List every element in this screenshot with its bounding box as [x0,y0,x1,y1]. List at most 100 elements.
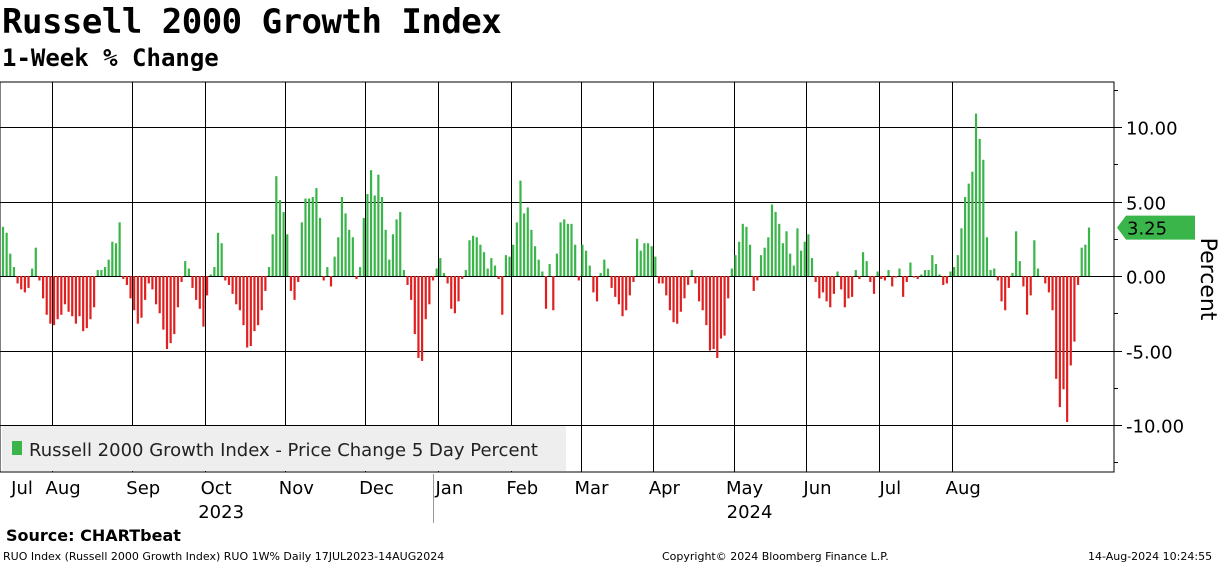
bar [504,255,508,276]
bar [508,256,511,276]
bar [683,276,686,299]
bar [515,222,518,276]
bar [264,276,267,291]
bar [810,258,814,276]
bar [457,276,460,302]
bar [1040,276,1043,277]
bar [523,213,526,276]
bar [257,276,260,326]
bar [745,226,748,276]
bar [887,270,890,276]
bar [333,256,336,276]
bar [162,276,165,330]
bar [344,213,347,276]
bar [996,276,999,281]
bar [275,176,278,276]
bar [836,271,839,276]
bar [468,240,471,276]
bar [12,267,16,276]
bar [909,262,912,276]
bar [103,267,107,276]
y-tick-label: 5.00 [1126,194,1166,215]
bar [563,219,566,276]
x-tick-label: Jun [802,478,831,499]
bar [431,276,435,281]
bar [428,276,431,305]
bar [821,276,825,293]
bar [672,276,675,323]
bar [584,250,588,276]
bar [581,244,584,276]
bar [690,270,693,276]
legend-swatch [12,441,22,455]
bar [1051,276,1054,311]
x-tick-label: May [726,478,764,499]
bar [993,268,996,276]
bar [978,138,981,276]
bar [406,276,409,285]
bar [632,276,635,282]
bar [27,276,30,288]
bar [716,276,719,358]
x-tick-label: Aug [946,478,981,499]
bar [555,253,559,276]
bar [548,264,551,276]
bar [603,259,606,276]
bar [282,211,285,276]
bar [67,276,70,312]
bar [300,222,303,276]
bar [461,276,464,279]
bar [100,270,103,276]
bar [366,194,369,276]
bar [373,195,376,276]
bar [246,276,249,348]
bar [519,180,522,276]
bar [967,183,970,276]
bar [114,243,118,276]
bar [82,276,85,332]
bar [235,276,238,305]
bar [916,276,919,279]
bar [384,229,387,276]
x-tick-label: Aug [46,478,81,499]
bar [439,258,442,276]
bar [723,276,726,336]
bar [785,231,788,276]
x-tick-label: Dec [359,478,394,499]
bar [486,268,489,276]
bar [1015,231,1018,276]
bar [1000,276,1003,302]
bar [227,276,231,285]
bar [705,276,708,326]
bar [184,261,187,276]
bar [424,276,427,320]
footer-timestamp: 14-Aug-2024 10:24:55 [1088,550,1213,563]
bar [902,276,905,297]
bar [337,237,340,276]
bar [446,276,449,284]
x-tick-label: Mar [575,478,610,499]
bar [355,276,358,279]
bar [668,276,672,311]
bar [872,276,876,294]
bar [606,268,610,276]
bar [56,276,59,320]
bar [74,276,77,324]
bar [85,276,88,329]
bar [501,276,504,315]
bar [125,276,129,285]
bar [1066,276,1069,423]
bar [945,276,948,284]
bar [985,237,989,276]
bar [960,228,963,276]
year-label: 2024 [727,502,773,523]
bar [286,234,289,276]
bar [643,243,646,276]
bar [621,276,624,317]
bar [807,234,810,276]
bar [971,171,974,276]
bar [169,276,172,344]
bar [1033,240,1036,276]
bar [63,276,67,305]
